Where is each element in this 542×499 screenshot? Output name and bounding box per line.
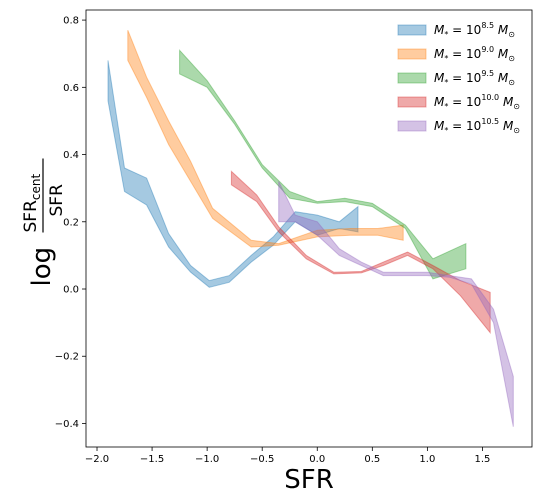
legend-swatch	[397, 120, 427, 132]
y-tick-label: 0.2	[63, 217, 79, 228]
y-axis-label: log SFRcent SFR	[21, 158, 67, 287]
y-label-group: log SFRcent SFR	[21, 158, 67, 287]
legend: M* = 108.5 M⊙ M* = 109.0 M⊙ M* = 109.5 M⊙ M…	[397, 21, 520, 135]
y-tick-label: −0.2	[55, 352, 79, 363]
y-tick-label: 0.6	[63, 83, 79, 94]
series-band-4	[278, 181, 514, 427]
legend-item: M* = 109.5 M⊙	[397, 69, 515, 87]
legend-item: M* = 108.5 M⊙	[397, 21, 515, 39]
x-tick-label: −1.0	[195, 454, 219, 465]
x-tick-label: 1.5	[474, 454, 490, 465]
legend-label: M* = 1010.0 M⊙	[434, 93, 520, 111]
x-tick-label: −1.5	[140, 454, 164, 465]
y-label-denominator: SFR	[47, 184, 67, 217]
plot-frame	[85, 9, 533, 448]
y-tick-label: −0.4	[55, 419, 79, 430]
series-bands	[107, 30, 514, 427]
y-label-numerator-sub: cent	[29, 174, 43, 201]
legend-item: M* = 1010.5 M⊙	[397, 117, 520, 135]
legend-swatch	[397, 72, 427, 84]
x-tick-label: −2.0	[85, 454, 109, 465]
x-tick-label: 0.0	[309, 454, 325, 465]
y-tick-label: 0.4	[63, 150, 79, 161]
legend-item: M* = 1010.0 M⊙	[397, 93, 520, 111]
x-tick-label: 0.5	[364, 454, 380, 465]
series-band-1	[127, 30, 404, 248]
y-tick-label: 0.0	[63, 285, 79, 296]
y-axis: −0.4 −0.2 0.0 0.2 0.4 0.6 0.8	[55, 16, 86, 430]
y-tick-label: 0.8	[63, 16, 79, 27]
legend-swatch	[397, 24, 427, 36]
legend-swatch	[397, 48, 427, 60]
legend-swatch	[397, 96, 427, 108]
y-label-numerator: SFRcent	[21, 174, 43, 233]
x-axis-label: SFR	[284, 465, 334, 495]
x-tick-label: 1.0	[419, 454, 435, 465]
series-band-3	[230, 170, 491, 335]
y-label-log: log	[27, 247, 57, 287]
series-band-2	[179, 49, 467, 280]
x-axis: −2.0 −1.5 −1.0 −0.5 0.0 0.5 1.0 1.5	[85, 447, 490, 465]
legend-label: M* = 108.5 M⊙	[434, 21, 515, 39]
legend-item: M* = 109.0 M⊙	[397, 45, 515, 63]
series-band-0	[107, 60, 359, 288]
legend-label: M* = 109.0 M⊙	[434, 45, 515, 63]
legend-label: M* = 109.5 M⊙	[434, 69, 515, 87]
x-tick-label: −0.5	[250, 454, 274, 465]
legend-label: M* = 1010.5 M⊙	[434, 117, 520, 135]
